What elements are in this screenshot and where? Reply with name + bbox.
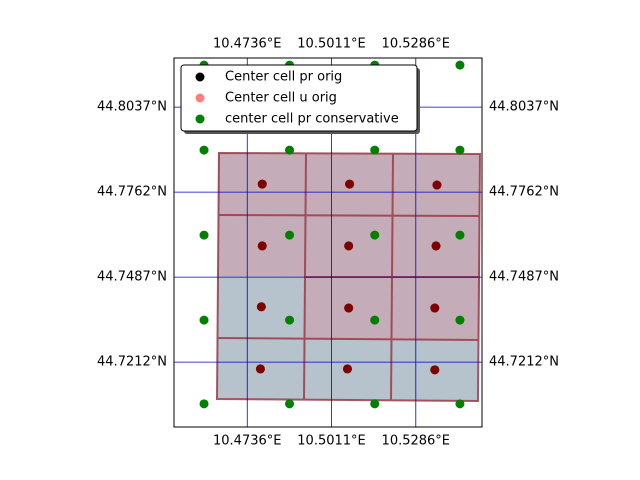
point [430, 365, 440, 375]
point [199, 145, 209, 155]
point [285, 230, 295, 240]
point [345, 179, 355, 189]
x-tick-label: 10.4736°E [213, 434, 281, 449]
y-tick-label: 44.7487°N [489, 270, 559, 285]
y-tick-label: 44.7212°N [97, 355, 167, 370]
legend-box [180, 64, 418, 132]
x-tick-label: 10.5286°E [382, 434, 450, 449]
point [199, 315, 209, 325]
point [455, 230, 465, 240]
y-tick-label: 44.7762°N [97, 185, 167, 200]
point [370, 315, 380, 325]
point [370, 230, 380, 240]
point [344, 303, 354, 313]
point [285, 315, 295, 325]
point [342, 364, 352, 374]
x-tick-label: 10.5011°E [297, 37, 365, 52]
cell-border [215, 151, 482, 403]
legend: Center cell pr orig Center cell u orig cen… [180, 64, 420, 134]
legend-label: center cell pr conservative [225, 112, 399, 127]
legend-marker [195, 72, 205, 82]
point [430, 303, 440, 313]
point [432, 180, 442, 190]
point [255, 364, 265, 374]
cell-border [218, 214, 481, 217]
x-tick-label: 10.5286°E [382, 37, 450, 52]
point [455, 399, 465, 409]
legend-label: Center cell u orig [225, 91, 337, 106]
axes-frame [173, 57, 483, 428]
point [455, 60, 465, 70]
point [257, 179, 267, 189]
point [256, 302, 266, 312]
point [370, 399, 380, 409]
legend-marker [195, 114, 205, 124]
point [431, 241, 441, 251]
y-tick-label: 44.7487°N [97, 270, 167, 285]
cell-border [217, 337, 480, 341]
point [455, 145, 465, 155]
point [455, 315, 465, 325]
y-tick-label: 44.8037°N [489, 100, 559, 115]
legend-label: Center cell pr orig [225, 70, 342, 85]
y-tick-label: 44.7212°N [489, 355, 559, 370]
point [344, 241, 354, 251]
point [257, 241, 267, 251]
point [199, 399, 209, 409]
point [285, 399, 295, 409]
points [199, 60, 465, 409]
point [370, 145, 380, 155]
y-tick-label: 44.7762°N [489, 185, 559, 200]
y-tick-label: 44.8037°N [97, 100, 167, 115]
legend-marker [195, 93, 205, 103]
point [199, 230, 209, 240]
point [285, 145, 295, 155]
x-tick-label: 10.5011°E [297, 434, 365, 449]
x-tick-label: 10.4736°E [213, 37, 281, 52]
